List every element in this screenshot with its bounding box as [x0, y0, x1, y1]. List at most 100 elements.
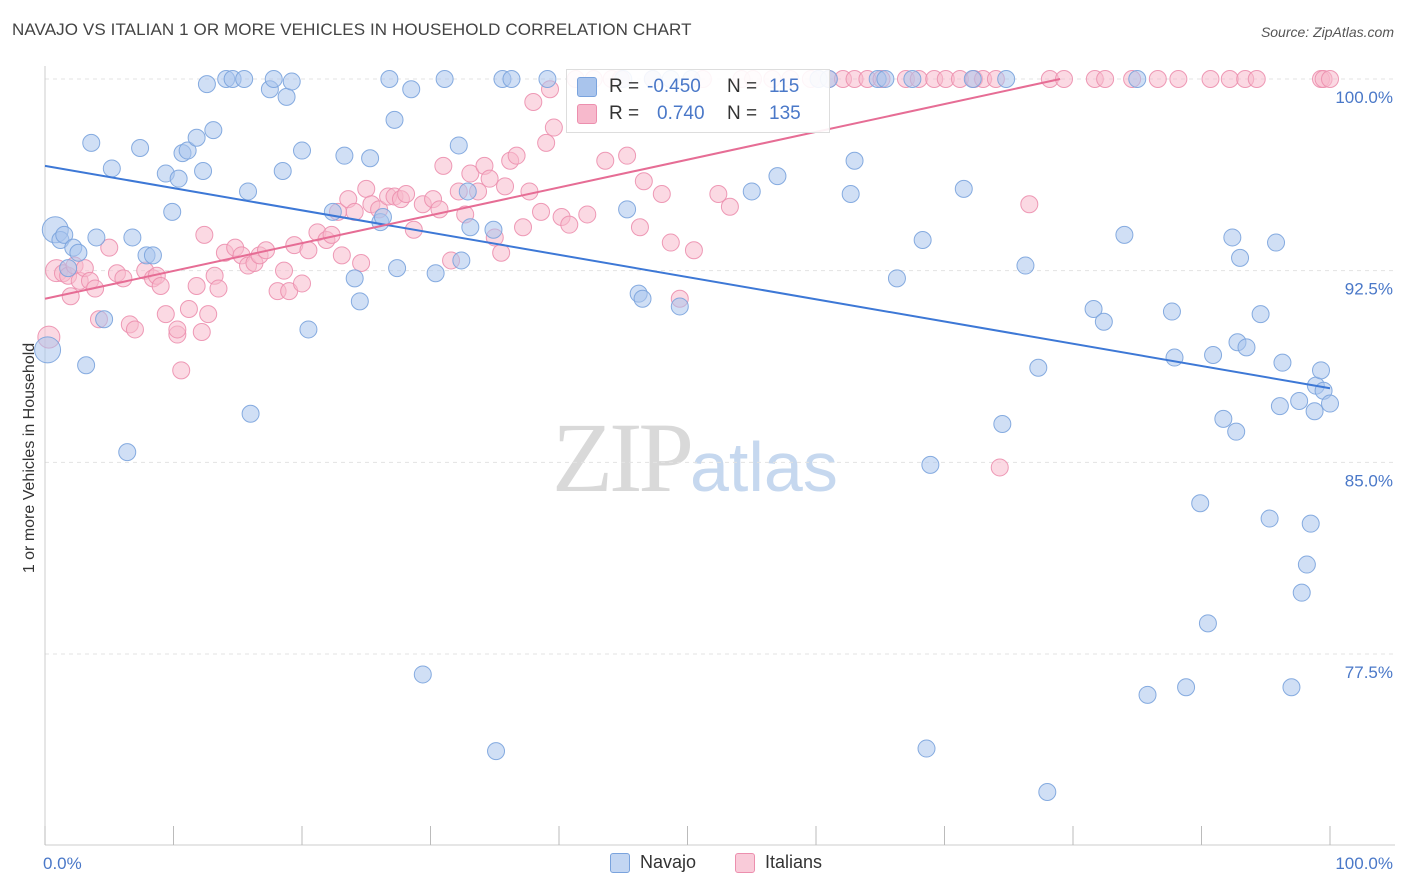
navajo-point	[458, 182, 477, 201]
navajo-point	[1191, 494, 1210, 513]
italians-point	[532, 202, 551, 221]
navajo-point	[1198, 614, 1217, 633]
r-value: -0.450	[647, 76, 701, 97]
navajo-point	[178, 141, 197, 160]
navajo-point	[461, 218, 480, 237]
legend-item-italians[interactable]: Italians	[735, 852, 822, 873]
navajo-point	[1312, 361, 1331, 380]
navajo-point	[1165, 348, 1184, 367]
navajo-point	[402, 80, 421, 99]
navajo-point	[845, 151, 864, 170]
navajo-point	[143, 246, 162, 265]
navajo-point	[1084, 300, 1103, 318]
navajo-point	[633, 289, 652, 308]
x-tick-label: 100.0%	[1335, 854, 1393, 873]
italians-point	[560, 215, 579, 234]
italians-point	[199, 305, 218, 324]
navajo-point	[345, 269, 364, 288]
navajo-point	[1260, 509, 1279, 528]
navajo-point	[55, 225, 74, 244]
italians-point	[720, 197, 739, 216]
navajo-point	[350, 292, 369, 311]
n-label: N =	[727, 76, 758, 97]
italians-legend-swatch	[735, 852, 755, 873]
y-tick-label: 100.0%	[1335, 88, 1393, 107]
navajo-point	[1321, 394, 1339, 413]
italians-legend-label: Italians	[765, 852, 823, 872]
italians-point	[397, 185, 416, 203]
italians-point	[684, 241, 703, 260]
navajo-point	[169, 169, 188, 188]
legend-row-italians: R = 0.740 N = 135	[577, 102, 801, 126]
legend-item-navajo[interactable]: Navajo	[610, 852, 696, 873]
italians-point	[537, 133, 556, 152]
navajo-point	[742, 182, 761, 201]
italians-point	[634, 172, 653, 191]
navajo-point	[204, 121, 223, 140]
italians-point	[156, 305, 175, 324]
source-credit[interactable]: Source: ZipAtlas.com	[1260, 24, 1394, 40]
chart-title: NAVAJO VS ITALIAN 1 OR MORE VEHICLES IN …	[12, 20, 692, 39]
navajo-point	[34, 336, 62, 364]
watermark-atlas: atlas	[690, 428, 838, 506]
navajo-point	[449, 136, 468, 155]
legend-row-navajo: R = -0.450 N = 115	[577, 75, 799, 99]
navajo-point	[273, 162, 292, 180]
italians-point	[168, 320, 187, 339]
navajo-point	[335, 146, 354, 165]
navajo-point	[903, 70, 922, 88]
navajo-point	[87, 228, 106, 247]
italians-point	[1247, 70, 1266, 88]
navajo-point	[1273, 353, 1292, 372]
italians-point	[293, 274, 311, 293]
italians-point	[596, 151, 615, 170]
navajo-point	[1305, 402, 1324, 421]
stats-legend: R = -0.450 N = 115 R = 0.740 N = 135	[566, 69, 830, 133]
navajo-point	[887, 269, 906, 288]
italians-point	[1169, 70, 1188, 88]
italians-point	[172, 361, 191, 380]
italians-point	[100, 238, 119, 257]
navajo-point	[123, 228, 142, 247]
italians-point	[630, 218, 649, 237]
italians-swatch	[577, 104, 597, 124]
italians-point	[544, 118, 563, 137]
navajo-point	[876, 70, 895, 88]
italians-point	[125, 320, 144, 339]
navajo-point	[385, 110, 404, 129]
navajo-point	[413, 665, 432, 684]
italians-point	[352, 254, 371, 272]
navajo-point	[1231, 248, 1250, 267]
navajo-point	[293, 141, 311, 160]
italians-point	[461, 164, 480, 183]
italians-point	[1096, 70, 1115, 88]
navajo-point	[1297, 555, 1316, 574]
navajo-point	[241, 404, 260, 423]
navajo-point	[69, 243, 88, 262]
navajo-point	[502, 70, 521, 88]
navajo-trend-line	[44, 164, 1331, 390]
italians-point	[1321, 70, 1339, 88]
watermark-zip: ZIP	[552, 402, 694, 513]
italians-point	[520, 182, 539, 201]
navajo-point	[1237, 338, 1256, 357]
navajo-point	[1251, 305, 1270, 324]
navajo-point	[993, 415, 1012, 433]
navajo-point	[1138, 685, 1157, 704]
navajo-point	[299, 320, 318, 339]
navajo-point	[435, 70, 454, 88]
navajo-point	[131, 139, 150, 157]
italians-point	[275, 261, 294, 280]
italians-trend-line	[44, 78, 1061, 300]
navajo-point	[917, 739, 936, 758]
italians-point	[661, 233, 680, 252]
italians-point	[299, 241, 318, 260]
navajo-point	[194, 162, 213, 180]
navajo-point	[77, 356, 96, 375]
italians-point	[496, 177, 515, 196]
n-value: 115	[769, 76, 800, 97]
italians-point	[192, 323, 211, 341]
italians-point	[524, 93, 543, 111]
italians-point	[990, 458, 1009, 477]
navajo-swatch	[577, 77, 597, 97]
